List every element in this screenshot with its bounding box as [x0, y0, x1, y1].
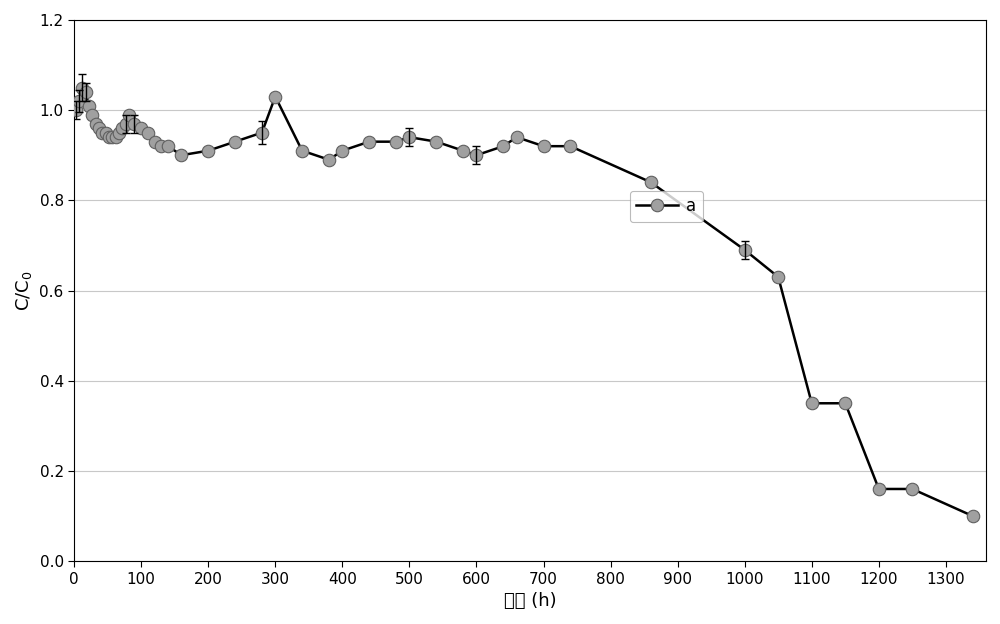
a — [80, 89, 92, 96]
a — [73, 97, 85, 105]
a — [873, 485, 885, 493]
a — [90, 120, 102, 127]
a — [100, 129, 112, 137]
a — [538, 142, 550, 150]
a — [772, 273, 784, 281]
a — [645, 178, 657, 186]
a — [269, 93, 281, 100]
a — [155, 142, 167, 150]
a — [470, 152, 482, 159]
a — [106, 134, 118, 141]
Y-axis label: C/C$_0$: C/C$_0$ — [14, 270, 34, 311]
a — [256, 129, 268, 137]
a — [93, 124, 105, 132]
a — [76, 84, 88, 91]
a — [497, 142, 509, 150]
a — [96, 129, 108, 137]
a — [363, 138, 375, 145]
a — [202, 147, 214, 154]
a — [142, 129, 154, 137]
X-axis label: 时间 (h): 时间 (h) — [504, 592, 556, 610]
a — [390, 138, 402, 145]
a — [739, 246, 751, 254]
a — [323, 156, 335, 163]
Line: a: a — [70, 81, 979, 522]
a — [806, 399, 818, 407]
a — [116, 124, 128, 132]
a — [149, 138, 161, 145]
a — [564, 142, 576, 150]
a — [336, 147, 348, 154]
a — [128, 120, 140, 127]
a — [967, 512, 979, 520]
a — [162, 142, 174, 150]
Legend: a: a — [630, 190, 703, 222]
a — [110, 134, 122, 141]
a — [839, 399, 851, 407]
a — [403, 134, 415, 141]
a — [86, 111, 98, 119]
a — [123, 111, 135, 119]
a — [229, 138, 241, 145]
a — [120, 120, 132, 127]
a — [70, 106, 82, 114]
a — [511, 134, 523, 141]
a — [175, 152, 187, 159]
a — [906, 485, 918, 493]
a — [113, 129, 125, 137]
a — [430, 138, 442, 145]
a — [135, 124, 147, 132]
a — [103, 134, 115, 141]
a — [457, 147, 469, 154]
a — [83, 102, 95, 109]
a — [296, 147, 308, 154]
